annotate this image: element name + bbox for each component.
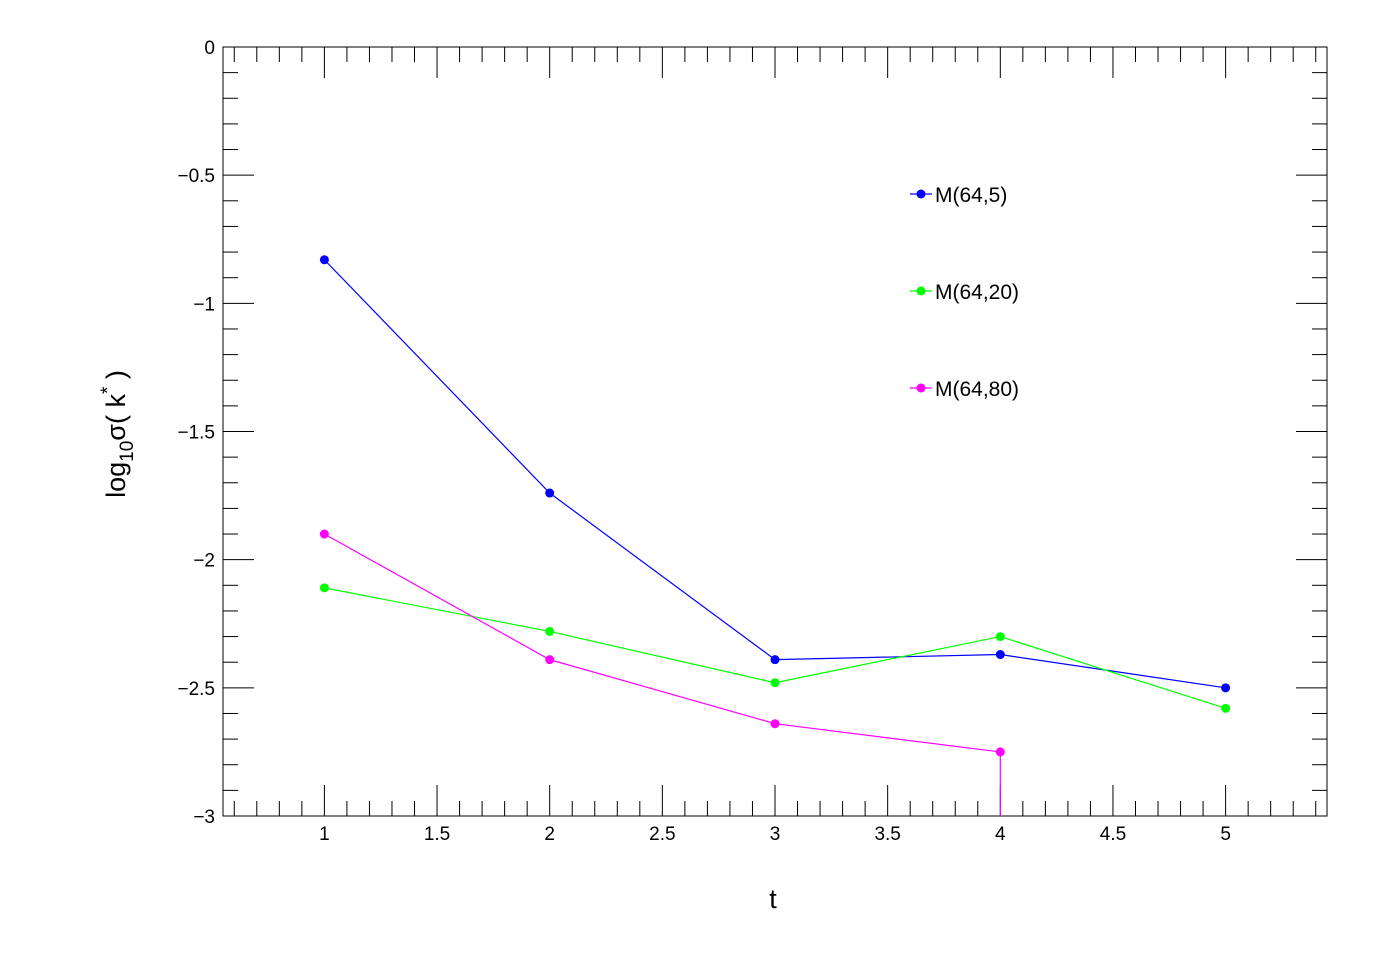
y-tick-label: −1 <box>193 294 215 315</box>
legend-entry: M(64,80) <box>910 378 1019 401</box>
data-point <box>995 747 1005 757</box>
legend: M(64,5) M(64,20) M(64,80) <box>910 184 1019 401</box>
series-2 <box>319 529 1005 816</box>
y-tick-label: −2 <box>193 551 215 572</box>
legend-label: M(64,5) <box>935 184 1007 207</box>
data-point <box>319 529 329 539</box>
y-tick-label: −3 <box>193 807 215 828</box>
data-point <box>319 255 329 265</box>
x-tick-label: 5 <box>1220 824 1231 845</box>
data-point <box>995 650 1005 660</box>
x-axis-title: t <box>769 884 777 914</box>
y-tick-label: −0.5 <box>177 166 215 187</box>
y-axis-title-symbol: σ <box>101 424 131 441</box>
legend-label: M(64,80) <box>935 378 1019 401</box>
x-tick-label: 2 <box>544 824 555 845</box>
series-1 <box>319 583 1231 713</box>
legend-entry: M(64,5) <box>910 184 1007 207</box>
data-point <box>319 583 329 593</box>
data-point <box>545 488 555 498</box>
y-tick-label: 0 <box>204 38 215 59</box>
plot-frame <box>222 46 1328 817</box>
x-tick-labels: 1 1.5 2 2.5 3 3.5 4 4.5 5 <box>319 824 1231 845</box>
series-line <box>323 259 1226 689</box>
x-tick-label: 3.5 <box>874 824 900 845</box>
y-axis-title-superscript: * <box>98 386 119 394</box>
data-point <box>545 626 555 636</box>
data-point <box>770 678 780 688</box>
x-tick-label: 1 <box>319 824 330 845</box>
y-tick-labels: 0 −0.5 −1 −1.5 −2 −2.5 −3 <box>177 38 215 828</box>
data-point <box>1221 683 1231 693</box>
x-tick-label: 2.5 <box>649 824 675 845</box>
legend-label: M(64,20) <box>935 281 1019 304</box>
axis-ticks <box>223 46 1327 817</box>
series-0 <box>319 255 1231 693</box>
x-tick-label: 3 <box>770 824 781 845</box>
y-axis-title-suffix: ) <box>101 370 131 387</box>
legend-marker <box>916 286 926 296</box>
data-point <box>770 655 780 665</box>
data-point <box>1221 703 1231 713</box>
y-axis-title: log10σ( k* ) <box>98 370 138 498</box>
series-line <box>324 533 1001 753</box>
series-group <box>319 255 1231 816</box>
series-line <box>324 587 1226 709</box>
legend-marker <box>916 189 926 199</box>
y-tick-label: −2.5 <box>177 679 215 700</box>
plot-area-border <box>222 46 1328 817</box>
y-axis-title-prefix: log <box>101 462 131 498</box>
x-tick-label: 1.5 <box>424 824 450 845</box>
x-tick-label: 4 <box>995 824 1006 845</box>
data-point <box>995 632 1005 642</box>
y-tick-label: −1.5 <box>177 423 215 444</box>
legend-entry: M(64,20) <box>910 281 1019 304</box>
data-point <box>545 655 555 665</box>
legend-marker <box>916 383 926 393</box>
x-tick-label: 4.5 <box>1100 824 1126 845</box>
y-axis-title-body: ( k <box>101 394 131 424</box>
data-point <box>770 719 780 729</box>
y-axis-title-subscript: 10 <box>117 441 138 462</box>
